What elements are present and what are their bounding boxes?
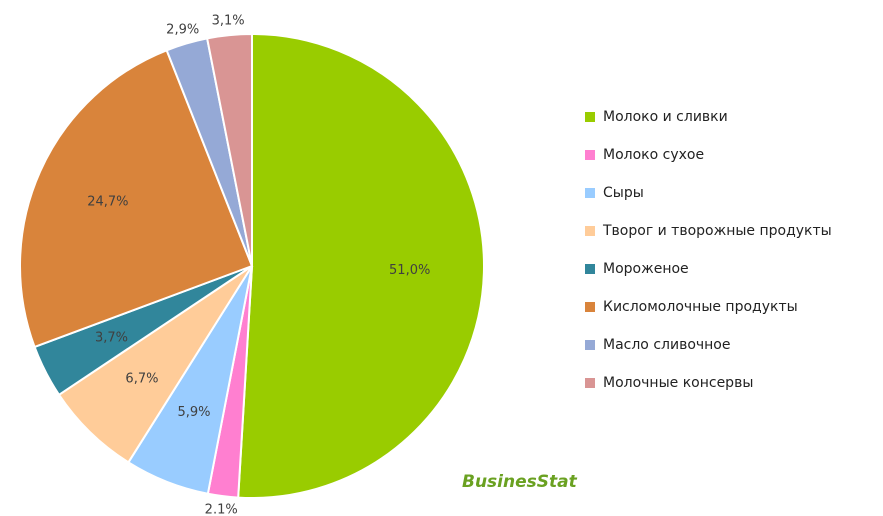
legend-label: Творог и творожные продукты	[602, 223, 832, 239]
legend-swatch	[585, 264, 595, 274]
data-label: 6,7%	[125, 372, 158, 387]
legend-label: Мороженое	[603, 261, 689, 277]
legend-label: Молоко и сливки	[603, 109, 728, 125]
pie-slice	[205, 32, 253, 267]
legend-label: Масло сливочное	[603, 337, 730, 353]
legend-label: Молочные консервы	[603, 375, 753, 391]
data-label: 51,0%	[389, 263, 430, 278]
legend-swatch	[585, 340, 595, 350]
legend-swatch	[585, 378, 595, 388]
data-label: 2,9%	[166, 22, 199, 37]
data-label: 24,7%	[87, 194, 128, 209]
legend-swatch	[585, 302, 595, 312]
logo: BusinesStat	[462, 472, 578, 492]
data-label: 3,1%	[212, 14, 245, 29]
legend-swatch	[585, 188, 595, 198]
data-label: 2.1%	[205, 503, 238, 516]
pie-slice	[19, 48, 254, 349]
legend-label: Молоко сухое	[603, 147, 704, 163]
legend-label: Кисломолочные продукты	[603, 299, 798, 315]
legend-swatch	[585, 226, 595, 236]
data-label: 3,7%	[95, 330, 128, 345]
legend-swatch	[585, 112, 595, 122]
pie-slice	[237, 32, 485, 499]
data-label: 5,9%	[177, 405, 210, 420]
legend-label: Сыры	[603, 185, 644, 201]
legend-swatch	[585, 150, 595, 160]
